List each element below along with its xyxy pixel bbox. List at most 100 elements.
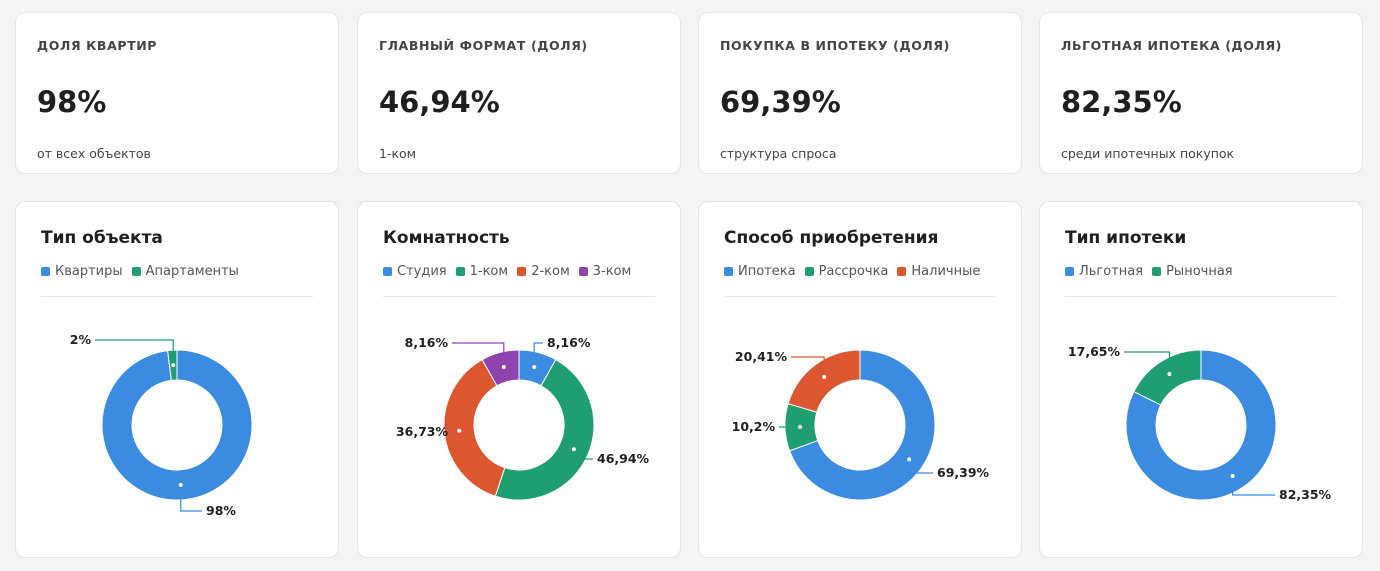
chart-legend: Студия 1-ком 2-ком 3-ком	[383, 264, 631, 279]
legend-item[interactable]: 2-ком	[517, 264, 570, 279]
leader-line	[791, 356, 825, 377]
legend-item[interactable]: Квартиры	[41, 264, 123, 279]
data-label: 46,94%	[597, 451, 650, 466]
slice-marker	[171, 363, 176, 368]
legend-item[interactable]: 3-ком	[578, 264, 632, 279]
data-label: 20,41%	[735, 349, 788, 364]
chart-title: Тип объекта	[41, 228, 163, 248]
donut-slice	[481, 349, 520, 387]
data-label: 69,39%	[937, 465, 990, 480]
legend-item[interactable]: Ипотека	[724, 264, 796, 279]
legend-swatch	[1065, 267, 1074, 276]
legend-label: 1-ком	[469, 264, 509, 279]
legend-label: 3-ком	[592, 264, 632, 279]
kpi-subtitle: 1-ком	[379, 146, 417, 161]
leader-line	[1231, 476, 1275, 496]
kpi-title: ДОЛЯ КВАРТИР	[37, 38, 158, 53]
divider	[724, 296, 996, 297]
data-label: 82,35%	[1279, 487, 1332, 502]
data-label: 36,73%	[396, 424, 449, 439]
slice-marker	[1230, 474, 1235, 479]
donut-chart-object-type: 98% 2%	[70, 332, 253, 518]
data-label: 17,65%	[1068, 344, 1121, 359]
donut-slice	[787, 349, 861, 413]
legend-item[interactable]: Апартаменты	[131, 264, 239, 279]
legend-label: Студия	[397, 264, 447, 279]
leader-line	[452, 342, 505, 367]
kpi-subtitle: от всех объектов	[37, 146, 151, 161]
legend-item[interactable]: 1-ком	[455, 264, 509, 279]
slice-marker	[907, 457, 912, 462]
legend-label: Наличные	[911, 264, 981, 279]
legend-swatch	[724, 267, 733, 276]
slice-marker	[532, 364, 537, 369]
slice-marker	[571, 447, 576, 452]
data-label: 10,2%	[732, 419, 776, 434]
kpi-value: 46,94%	[379, 85, 500, 119]
leader-line	[908, 459, 933, 474]
data-label: 98%	[206, 503, 236, 518]
kpi-card-apartments-share: ДОЛЯ КВАРТИР 98% от всех объектов	[15, 12, 339, 174]
legend-swatch	[578, 267, 588, 276]
chart-legend: Льготная Рыночная	[1065, 264, 1233, 279]
chart-title: Способ приобретения	[724, 228, 939, 248]
legend-item[interactable]: Рассрочка	[804, 264, 889, 279]
data-label: 2%	[70, 332, 92, 347]
legend-item[interactable]: Льготная	[1065, 264, 1143, 279]
data-label: 8,16%	[547, 335, 591, 350]
donut-chart-purchase-method: 69,39% 10,2% 20,41%	[732, 349, 990, 501]
legend-item[interactable]: Рыночная	[1152, 264, 1233, 279]
legend-swatch	[1152, 267, 1162, 276]
kpi-value: 98%	[37, 85, 107, 119]
kpi-card-main-format: ГЛАВНЫЙ ФОРМАТ (ДОЛЯ) 46,94% 1-ком	[357, 12, 681, 174]
legend-item[interactable]: Студия	[383, 264, 447, 279]
donut-slice	[101, 349, 253, 501]
chart-card-object-type: Тип объекта Квартиры Апартаменты 98% 2%	[15, 201, 339, 558]
leader-line	[1124, 351, 1171, 374]
chart-legend: Квартиры Апартаменты	[41, 264, 239, 279]
donut-slice	[788, 349, 936, 501]
leader-line	[533, 342, 543, 367]
chart-card-mortgage-type: Тип ипотеки Льготная Рыночная 82,35% 17,6…	[1039, 201, 1363, 558]
kpi-title: ГЛАВНЫЙ ФОРМАТ (ДОЛЯ)	[379, 38, 588, 53]
kpi-card-mortgage-share: ПОКУПКА В ИПОТЕКУ (ДОЛЯ) 69,39% структур…	[698, 12, 1022, 174]
data-label: 8,16%	[405, 335, 449, 350]
chart-card-purchase-method: Способ приобретения Ипотека Рассрочка На…	[698, 201, 1022, 558]
legend-swatch	[383, 267, 392, 276]
slice-marker	[1167, 371, 1172, 376]
leader-line	[95, 339, 174, 366]
legend-label: Ипотека	[738, 264, 796, 279]
legend-label: Рыночная	[1166, 264, 1233, 279]
chart-legend: Ипотека Рассрочка Наличные	[724, 264, 980, 279]
legend-swatch	[131, 267, 141, 276]
legend-label: Апартаменты	[145, 264, 239, 279]
slice-marker	[798, 424, 803, 429]
leader-line	[573, 449, 593, 460]
legend-swatch	[517, 267, 527, 276]
leader-line	[180, 484, 202, 512]
legend-item[interactable]: Наличные	[897, 264, 980, 279]
kpi-title: ПОКУПКА В ИПОТЕКУ (ДОЛЯ)	[720, 38, 950, 53]
donut-slice	[1125, 349, 1277, 501]
donut-slice	[494, 358, 595, 501]
divider	[1065, 296, 1337, 297]
legend-label: Квартиры	[55, 264, 123, 279]
kpi-subtitle: структура спроса	[720, 146, 837, 161]
divider	[41, 296, 313, 297]
legend-label: 2-ком	[531, 264, 570, 279]
donut-chart-rooms: 8,16% 46,94% 36,73% 8,16%	[396, 335, 650, 501]
donut-slice	[443, 358, 506, 497]
slice-marker	[457, 428, 462, 433]
kpi-title: ЛЬГОТНАЯ ИПОТЕКА (ДОЛЯ)	[1061, 38, 1282, 53]
donut-slice	[1133, 349, 1202, 406]
divider	[383, 296, 655, 297]
slice-marker	[822, 374, 827, 379]
legend-label: Льготная	[1079, 264, 1144, 279]
legend-swatch	[41, 267, 50, 276]
legend-label: Рассрочка	[818, 264, 889, 279]
slice-marker	[178, 482, 183, 487]
legend-swatch	[455, 267, 465, 276]
legend-swatch	[804, 267, 814, 276]
kpi-subtitle: среди ипотечных покупок	[1061, 146, 1235, 161]
chart-card-rooms: Комнатность Студия 1-ком 2-ком 3-ком 8,1…	[357, 201, 681, 558]
